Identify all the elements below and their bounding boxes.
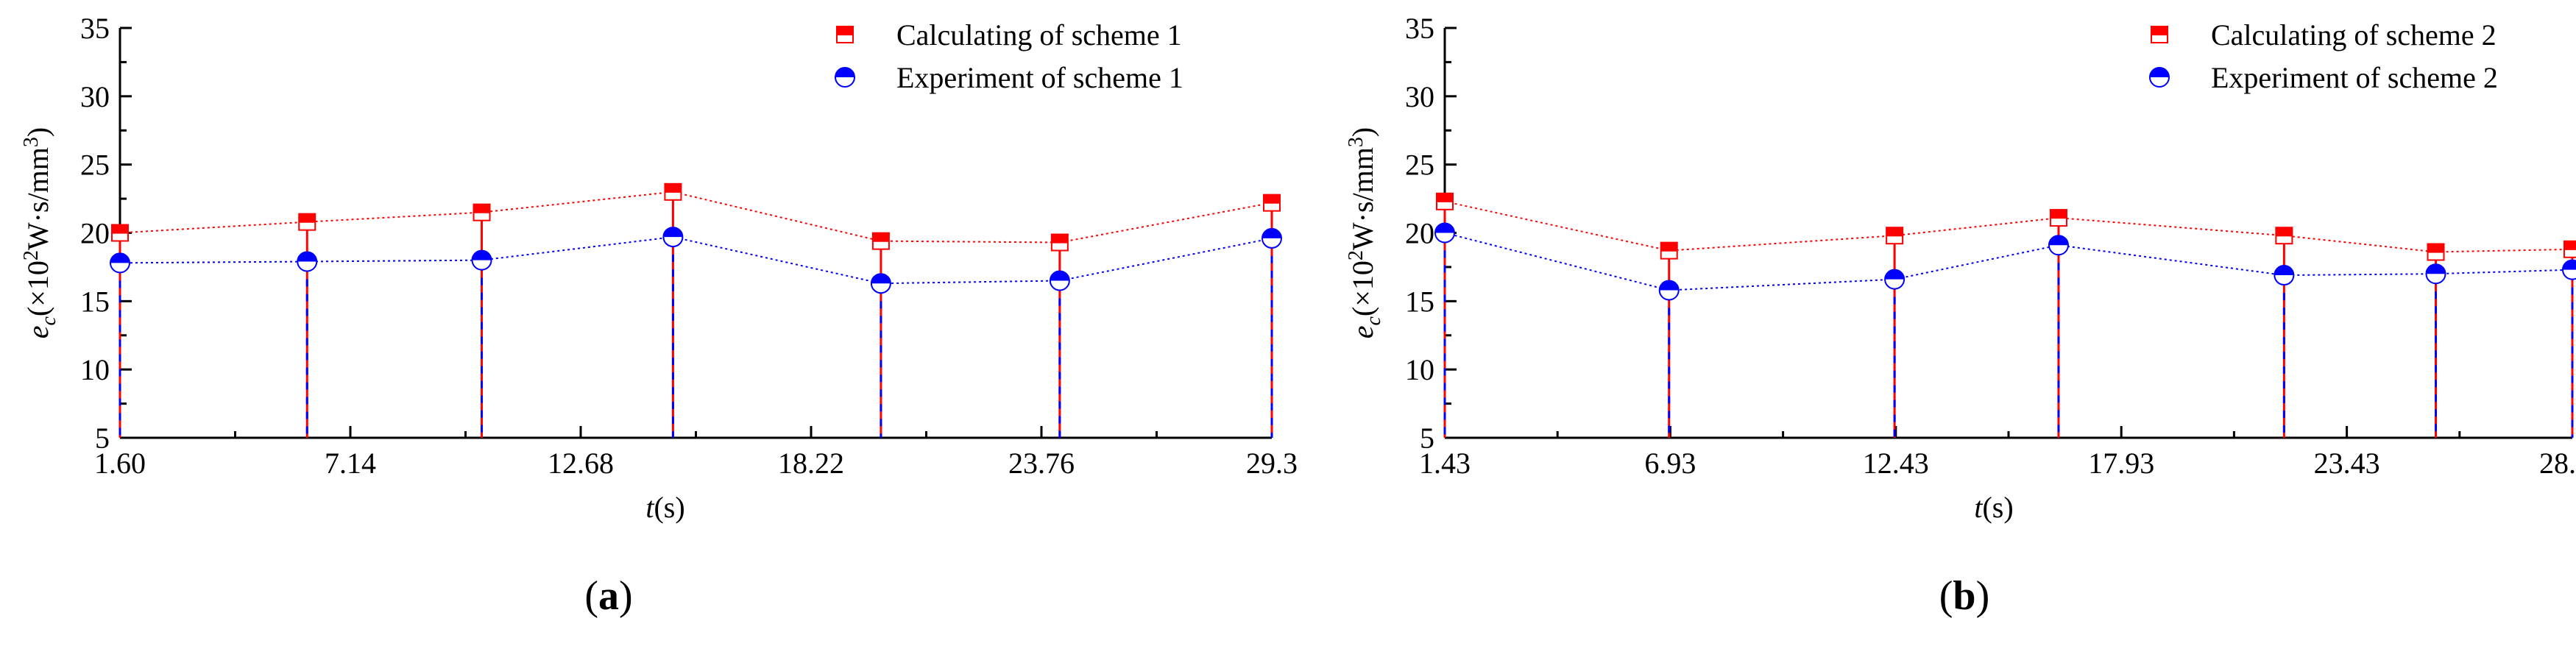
legend-calc-label: Calculating of scheme 2 — [2211, 18, 2497, 52]
exp-point — [2426, 264, 2446, 274]
x-axis-variable: t — [1974, 491, 1983, 524]
x-axis-variable: t — [645, 491, 654, 524]
y-axis-unit-exponent-2: 3 — [20, 137, 43, 147]
legend-exp-marker — [2150, 68, 2169, 77]
exp-series-line — [119, 236, 1273, 285]
calc-point — [2427, 244, 2444, 253]
calc-point — [1264, 194, 1280, 204]
calc-point — [1051, 234, 1068, 244]
y-tick-label: 25 — [80, 149, 110, 182]
y-tick-label: 15 — [80, 285, 110, 318]
y-tick-label: 30 — [80, 80, 110, 113]
chart-panel-b: 5 10 15 20 25 30 35 1.43 6.93 12.43 17.93 23.43 28.9… — [1345, 12, 2576, 619]
x-tick-label: 23.76 — [1008, 447, 1075, 480]
legend-calc-marker — [837, 26, 853, 36]
calc-series-line — [1444, 200, 2573, 253]
y-tick-label: 20 — [80, 217, 110, 250]
legend-exp-label: Experiment of scheme 2 — [2211, 61, 2498, 94]
y-tick-label: 25 — [1405, 149, 1434, 182]
y-tick-label: 5 — [95, 422, 110, 455]
y-axis-label: ec(×102W·s/mm3) — [1345, 127, 1385, 338]
x-axis-label: t(s) — [645, 491, 684, 524]
calc-point — [2276, 227, 2293, 237]
exp-point — [1050, 271, 1069, 281]
panel-caption-letter: b — [1953, 573, 1975, 619]
panel-caption: (b) — [1939, 573, 1989, 619]
exp-point — [110, 253, 130, 263]
calc-point — [665, 183, 682, 193]
calc-point — [2050, 210, 2067, 219]
y-axis-variable-subscript: c — [38, 316, 60, 325]
exp-point — [1885, 269, 1905, 280]
y-tick-label: 5 — [1420, 422, 1434, 455]
calc-point — [872, 233, 889, 242]
y-tick-label: 35 — [1405, 12, 1434, 45]
chart-panel-a: 5 10 15 20 25 30 35 1.60 7.14 12.68 18.22 23.76 29.3… — [20, 12, 1298, 619]
calc-point — [473, 204, 490, 213]
x-tick-label: 23.43 — [2314, 447, 2380, 480]
calc-point — [1660, 242, 1677, 252]
exp-point — [2048, 235, 2068, 246]
y-tick-label: 35 — [80, 12, 110, 45]
x-axis-unit: (s) — [654, 491, 684, 524]
x-tick-label: 1.60 — [94, 447, 146, 480]
y-axis-unit-suffix: ) — [1346, 127, 1379, 137]
panel-caption: (a) — [584, 573, 632, 619]
x-tick-label: 29.3 — [1246, 447, 1298, 480]
exp-point — [472, 250, 492, 260]
y-axis-variable: e — [1346, 325, 1379, 338]
exp-point — [871, 274, 891, 284]
legend-exp-label: Experiment of scheme 1 — [896, 61, 1183, 94]
y-tick-label: 10 — [1405, 353, 1434, 386]
y-axis-variable-subscript: c — [1362, 316, 1385, 325]
x-tick-label: 1.43 — [1419, 447, 1471, 480]
y-axis-unit-middle: W·s/mm — [1346, 147, 1379, 250]
calc-point — [2564, 241, 2576, 250]
y-axis-unit-prefix: (×10 — [21, 260, 54, 316]
exp-point — [2274, 266, 2294, 276]
legend-calc-label: Calculating of scheme 1 — [896, 18, 1182, 52]
x-tick-label: 18.22 — [778, 447, 844, 480]
exp-point — [663, 227, 683, 238]
y-axis-variable: e — [21, 325, 54, 338]
x-tick-label: 12.43 — [1863, 447, 1929, 480]
y-tick-label: 10 — [80, 353, 110, 386]
calc-point — [112, 224, 128, 234]
exp-point — [1659, 280, 1679, 291]
x-tick-label: 7.14 — [325, 447, 376, 480]
panel-caption-letter: a — [598, 573, 619, 619]
y-tick-label: 30 — [1405, 80, 1434, 113]
calc-point — [299, 213, 316, 223]
calc-series-line — [119, 191, 1273, 244]
y-axis-unit-exponent: 2 — [1345, 250, 1367, 260]
x-tick-label: 12.68 — [548, 447, 614, 480]
y-tick-label: 15 — [1405, 285, 1434, 318]
calc-point — [1437, 193, 1453, 202]
legend-calc-marker — [2151, 26, 2168, 36]
y-axis-unit-exponent-2: 3 — [1345, 137, 1367, 147]
y-axis-label: ec(×102W·s/mm3) — [20, 127, 60, 338]
exp-point — [2563, 260, 2576, 270]
calc-point — [1886, 227, 1903, 237]
x-tick-label: 28.93 — [2539, 447, 2576, 480]
y-axis-unit-prefix: (×10 — [1346, 260, 1379, 316]
y-axis-unit-suffix: ) — [21, 127, 54, 137]
x-tick-label: 17.93 — [2088, 447, 2154, 480]
exp-series-line — [1444, 232, 2573, 291]
y-axis-unit-middle: W·s/mm — [21, 147, 54, 250]
y-axis-unit-exponent: 2 — [20, 250, 43, 260]
legend-exp-marker — [835, 68, 854, 77]
x-tick-label: 6.93 — [1644, 447, 1696, 480]
x-axis-label: t(s) — [1974, 491, 2013, 524]
exp-point — [297, 252, 317, 262]
x-axis-unit: (s) — [1982, 491, 2013, 524]
exp-point — [1262, 228, 1281, 238]
y-tick-label: 20 — [1405, 217, 1434, 250]
exp-point — [1435, 223, 1454, 233]
